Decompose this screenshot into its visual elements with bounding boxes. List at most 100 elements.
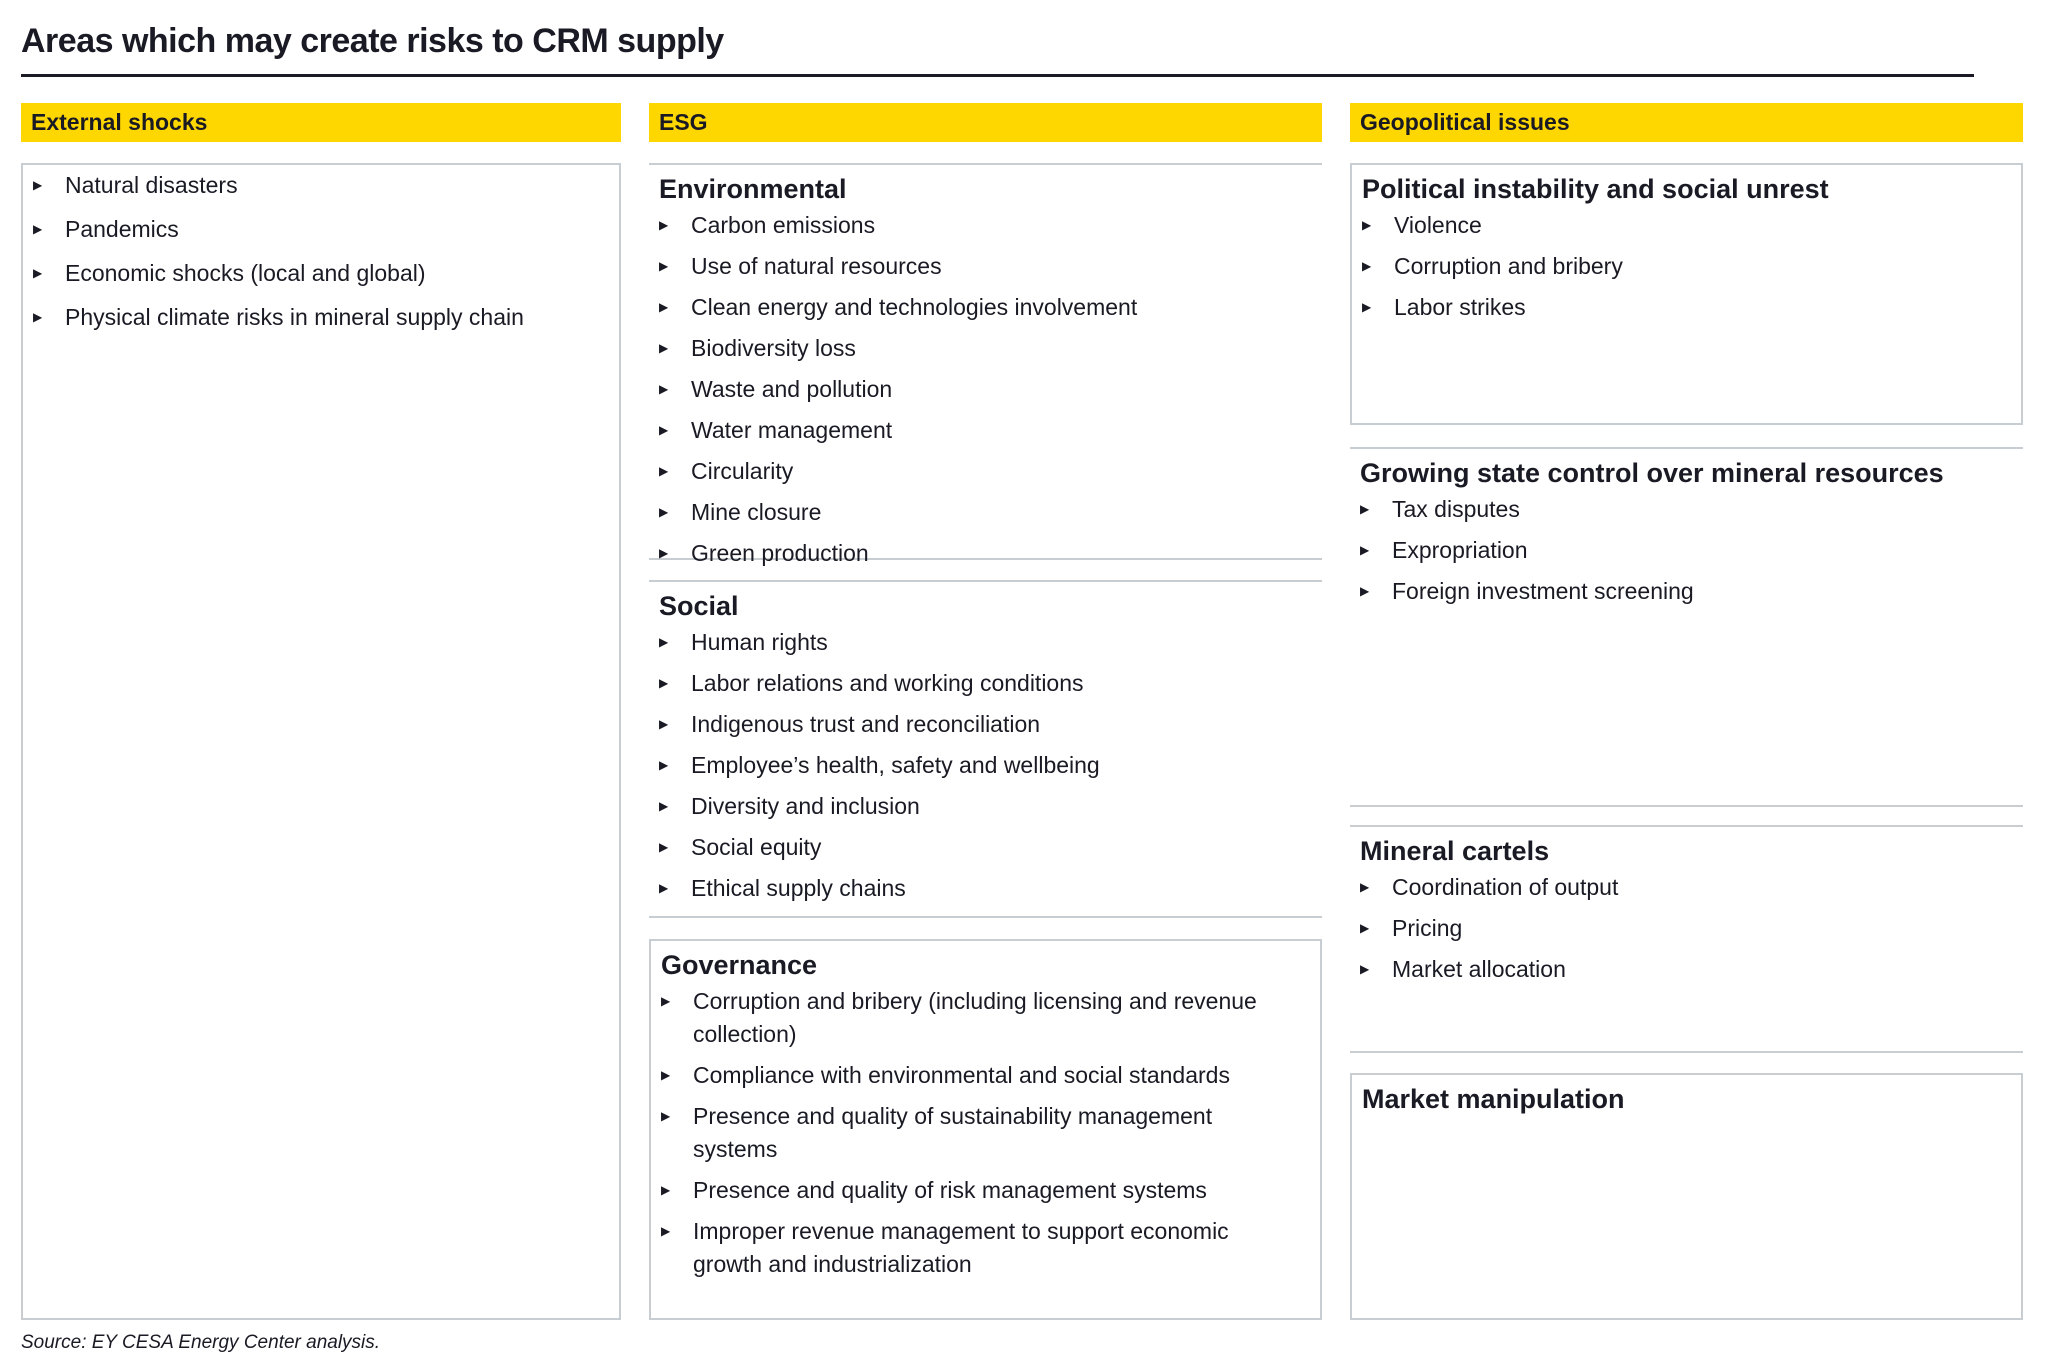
list-item-text: Mine closure xyxy=(691,499,822,525)
list-item-text: Use of natural resources xyxy=(691,253,942,279)
list-item-text: Waste and pollution xyxy=(691,376,893,402)
section-title: Growing state control over mineral resou… xyxy=(1360,458,1944,488)
list-item: ▶ Indigenous trust and reconciliation xyxy=(659,708,1322,741)
list-item: ▶ Social equity xyxy=(659,831,1322,864)
section-title: Mineral cartels xyxy=(1360,836,1550,866)
bullet-triangle-icon: ▶ xyxy=(661,1109,671,1123)
list-item-text: Corruption and bribery xyxy=(1394,253,1623,279)
list-item-text: Corruption and bribery (including licens… xyxy=(693,988,1257,1047)
list-item: ▶ Pandemics xyxy=(33,213,619,246)
bullet-triangle-icon: ▶ xyxy=(33,222,43,236)
list-item-text: Green production xyxy=(691,540,869,566)
bullet-triangle-icon: ▶ xyxy=(659,758,669,772)
bullet-triangle-icon: ▶ xyxy=(659,464,669,478)
cartels-list: ▶ Coordination of output ▶ Pricing ▶ Market a… xyxy=(1350,871,2023,986)
list-item: ▶ Use of natural resources xyxy=(659,250,1322,283)
list-item: ▶ Expropriation xyxy=(1360,534,2023,567)
bullet-triangle-icon: ▶ xyxy=(1362,300,1372,314)
list-item-text: Improper revenue management to support e… xyxy=(693,1218,1229,1277)
list-item: ▶ Waste and pollution xyxy=(659,373,1322,406)
bullet-triangle-icon: ▶ xyxy=(661,1183,671,1197)
social-section: Social ▶ Human rights ▶ Labor relations and… xyxy=(649,580,1322,918)
list-item: ▶ Labor strikes xyxy=(1362,291,2021,324)
bullet-triangle-icon: ▶ xyxy=(659,546,669,560)
mineral-cartels-section: Mineral cartels ▶ Coordination of output ▶… xyxy=(1350,825,2023,1053)
list-item: ▶ Improper revenue management to support … xyxy=(661,1215,1280,1281)
list-item: ▶ Economic shocks (local and global) xyxy=(33,257,619,290)
list-item-text: Physical climate risks in mineral supply… xyxy=(65,304,524,330)
list-item: ▶ Carbon emissions xyxy=(659,209,1322,242)
bullet-triangle-icon: ▶ xyxy=(661,1224,671,1238)
list-item-text: Pandemics xyxy=(65,216,179,242)
bullet-triangle-icon: ▶ xyxy=(659,300,669,314)
list-item: ▶ Coordination of output xyxy=(1360,871,2023,904)
list-item-text: Ethical supply chains xyxy=(691,875,906,901)
bullet-triangle-icon: ▶ xyxy=(659,840,669,854)
list-item: ▶ Presence and quality of risk management… xyxy=(661,1174,1280,1207)
bullet-triangle-icon: ▶ xyxy=(659,676,669,690)
list-item: ▶ Diversity and inclusion xyxy=(659,790,1322,823)
section-title: Social xyxy=(659,591,739,621)
list-item: ▶ Market allocation xyxy=(1360,953,2023,986)
list-item: ▶ Natural disasters xyxy=(33,169,619,202)
bullet-triangle-icon: ▶ xyxy=(659,799,669,813)
bullet-triangle-icon: ▶ xyxy=(659,382,669,396)
bullet-triangle-icon: ▶ xyxy=(1362,259,1372,273)
bullet-triangle-icon: ▶ xyxy=(33,266,43,280)
list-item: ▶ Violence xyxy=(1362,209,2021,242)
bullet-triangle-icon: ▶ xyxy=(659,341,669,355)
list-item: ▶ Water management xyxy=(659,414,1322,447)
header-esg: ESG xyxy=(649,103,1322,142)
list-item-text: Indigenous trust and reconciliation xyxy=(691,711,1041,737)
political-list: ▶ Violence ▶ Corruption and bribery ▶ Labor s… xyxy=(1352,209,2021,324)
bullet-triangle-icon: ▶ xyxy=(33,310,43,324)
header-external-shocks: External shocks xyxy=(21,103,621,142)
list-item: ▶ Corruption and bribery xyxy=(1362,250,2021,283)
list-item-text: Presence and quality of risk management … xyxy=(693,1177,1207,1203)
list-item: ▶ Employee’s health, safety and wellbeing xyxy=(659,749,1322,782)
section-title: Environmental xyxy=(659,174,847,204)
list-item-text: Water management xyxy=(691,417,893,443)
list-item: ▶ Mine closure xyxy=(659,496,1322,529)
bullet-triangle-icon: ▶ xyxy=(1360,543,1370,557)
state-control-list: ▶ Tax disputes ▶ Expropriation ▶ Foreign inve… xyxy=(1350,493,2023,608)
list-item-text: Economic shocks (local and global) xyxy=(65,260,426,286)
bullet-triangle-icon: ▶ xyxy=(659,635,669,649)
list-item-text: Employee’s health, safety and wellbeing xyxy=(691,752,1100,778)
bullet-triangle-icon: ▶ xyxy=(661,994,671,1008)
list-item-text: Coordination of output xyxy=(1392,874,1619,900)
page-title: Areas which may create risks to CRM supp… xyxy=(21,22,724,60)
bullet-triangle-icon: ▶ xyxy=(661,1068,671,1082)
list-item: ▶ Corruption and bribery (including licen… xyxy=(661,985,1280,1051)
list-item-text: Compliance with environmental and social… xyxy=(693,1062,1230,1088)
list-item-text: Carbon emissions xyxy=(691,212,876,238)
list-item-text: Natural disasters xyxy=(65,172,238,198)
list-item: ▶ Pricing xyxy=(1360,912,2023,945)
governance-list: ▶ Corruption and bribery (including licen… xyxy=(651,985,1320,1281)
section-title: Market manipulation xyxy=(1362,1084,1625,1114)
environmental-section: Environmental ▶ Carbon emissions ▶ Use of n… xyxy=(649,163,1322,566)
state-control-section: Growing state control over mineral resou… xyxy=(1350,447,2023,807)
list-item: ▶ Clean energy and technologies involveme… xyxy=(659,291,1322,324)
section-title: Political instability and social unrest xyxy=(1362,174,1829,204)
external-shocks-list: ▶ Natural disasters ▶ Pandemics ▶ Economic sh… xyxy=(23,169,619,334)
bullet-triangle-icon: ▶ xyxy=(659,881,669,895)
source-note: Source: EY CESA Energy Center analysis. xyxy=(21,1332,381,1353)
list-item-text: Expropriation xyxy=(1392,537,1528,563)
list-item: ▶ Compliance with environmental and socia… xyxy=(661,1059,1280,1092)
social-list: ▶ Human rights ▶ Labor relations and workin… xyxy=(649,626,1322,905)
list-item: ▶ Labor relations and working conditions xyxy=(659,667,1322,700)
list-item-text: Diversity and inclusion xyxy=(691,793,920,819)
bullet-triangle-icon: ▶ xyxy=(659,717,669,731)
list-item-text: Biodiversity loss xyxy=(691,335,856,361)
bullet-triangle-icon: ▶ xyxy=(659,218,669,232)
political-instability-section: Political instability and social unrest … xyxy=(1350,163,2023,425)
header-geopolitical: Geopolitical issues xyxy=(1350,103,2023,142)
title-divider xyxy=(21,74,1974,77)
list-item: ▶ Physical climate risks in mineral suppl… xyxy=(33,301,619,334)
list-item: ▶ Circularity xyxy=(659,455,1322,488)
list-item-text: Market allocation xyxy=(1392,956,1566,982)
list-item-text: Presence and quality of sustainability m… xyxy=(693,1103,1213,1162)
external-shocks-panel: ▶ Natural disasters ▶ Pandemics ▶ Economic sh… xyxy=(21,163,621,1320)
list-item-text: Violence xyxy=(1394,212,1482,238)
